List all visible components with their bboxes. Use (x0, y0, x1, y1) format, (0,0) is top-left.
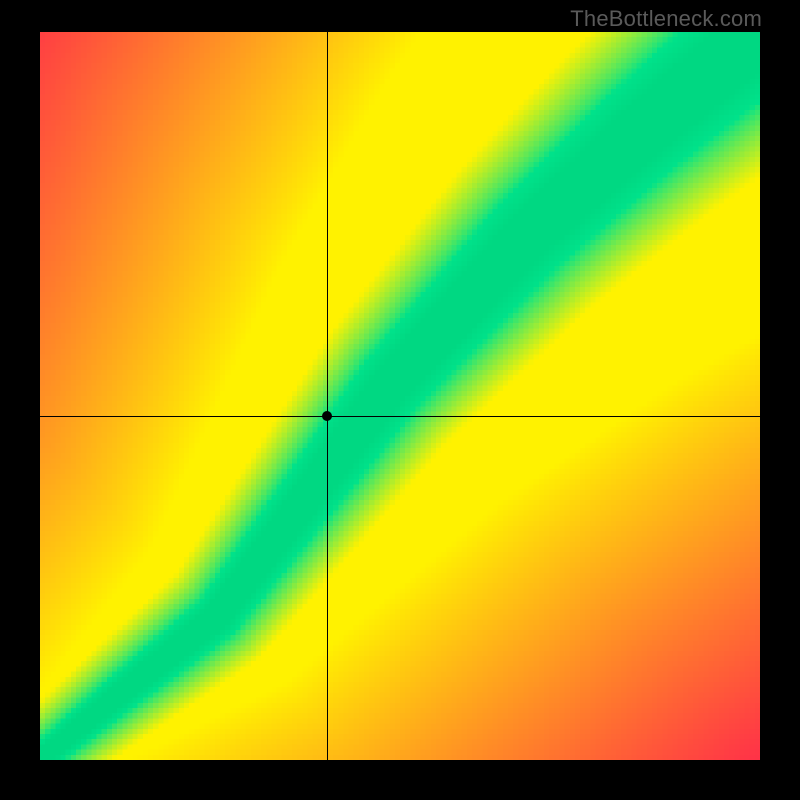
crosshair-horizontal (40, 416, 760, 417)
heatmap-canvas (40, 32, 760, 760)
watermark-text: TheBottleneck.com (570, 6, 762, 32)
data-point-marker (322, 411, 332, 421)
crosshair-vertical (327, 32, 328, 760)
heatmap-plot (40, 32, 760, 760)
